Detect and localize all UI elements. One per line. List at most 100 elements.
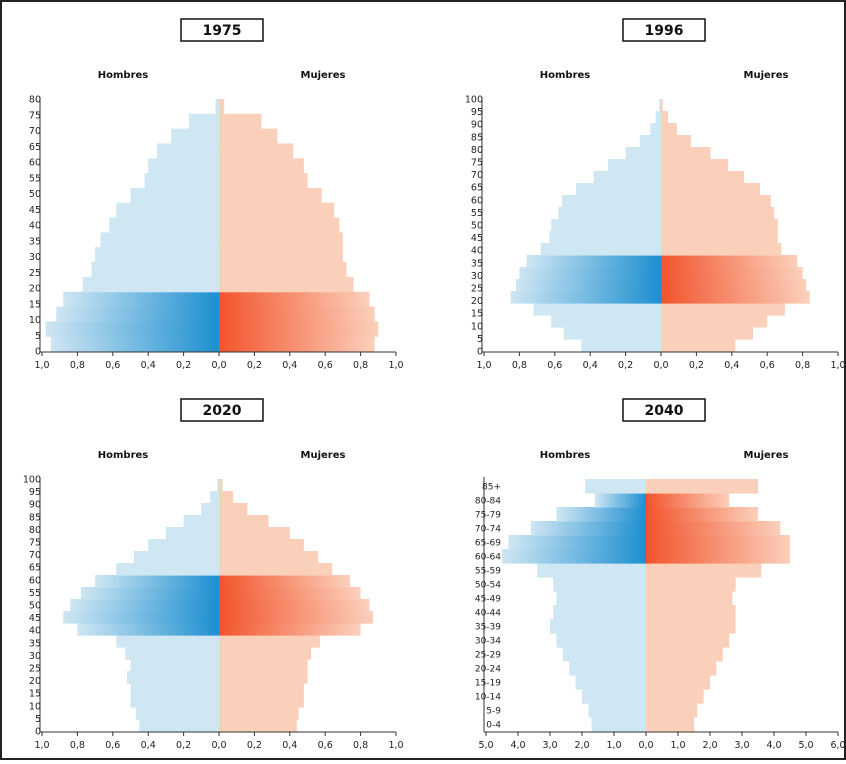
bar-mujeres bbox=[219, 336, 375, 352]
bar-mujeres bbox=[646, 675, 710, 690]
x-tick-label: 0,4 bbox=[724, 360, 739, 371]
bar-mujeres bbox=[219, 635, 320, 648]
x-tick-label: 2,0 bbox=[702, 740, 717, 751]
x-tick-label: 0,2 bbox=[176, 360, 191, 371]
x-tick-label: 4,0 bbox=[510, 740, 525, 751]
bar-mujeres bbox=[219, 503, 248, 516]
x-tick-label: 0,6 bbox=[760, 360, 775, 371]
bar-mujeres bbox=[646, 507, 758, 522]
bar-mujeres bbox=[661, 267, 803, 280]
y-tick-label: 15-19 bbox=[475, 679, 501, 689]
y-tick-label: 75 bbox=[471, 158, 483, 169]
x-tick-label: 0,0 bbox=[211, 740, 226, 751]
bar-hombres bbox=[100, 232, 219, 248]
bar-hombres bbox=[210, 491, 219, 504]
y-tick-label: 10-14 bbox=[475, 693, 501, 703]
bar-hombres bbox=[561, 195, 661, 208]
x-tick-label: 0,0 bbox=[211, 360, 226, 371]
bar-hombres bbox=[63, 611, 219, 624]
y-tick-label: 40-44 bbox=[475, 609, 501, 619]
bar-hombres bbox=[502, 549, 646, 564]
bar-hombres bbox=[56, 306, 219, 322]
bar-mujeres bbox=[646, 703, 698, 718]
bar-hombres bbox=[549, 231, 661, 244]
y-tick-label: 70-74 bbox=[475, 525, 501, 535]
bar-mujeres bbox=[646, 535, 790, 550]
panel-title-box bbox=[622, 18, 706, 42]
x-tick-label: 3,0 bbox=[734, 740, 749, 751]
bar-mujeres bbox=[646, 633, 730, 648]
y-tick-label: 60 bbox=[29, 158, 41, 169]
bar-hombres bbox=[63, 291, 219, 308]
bar-mujeres bbox=[661, 207, 775, 220]
bar-hombres bbox=[95, 247, 219, 263]
bar-mujeres bbox=[661, 279, 807, 292]
bar-mujeres bbox=[646, 689, 704, 704]
y-tick-label: 55-59 bbox=[475, 567, 501, 577]
x-tick-label: 0,8 bbox=[512, 360, 527, 371]
bar-mujeres bbox=[219, 587, 361, 600]
bar-hombres bbox=[82, 276, 220, 293]
bar-hombres bbox=[70, 599, 219, 612]
y-tick-label: 60 bbox=[471, 195, 483, 206]
mujeres-label: Mujeres bbox=[744, 450, 789, 461]
bar-mujeres bbox=[646, 647, 723, 662]
x-tick-label: 1,0 bbox=[476, 360, 491, 371]
bar-mujeres bbox=[661, 327, 754, 340]
bar-mujeres bbox=[219, 306, 375, 322]
bar-mujeres bbox=[661, 219, 778, 232]
x-tick-label: 0,6 bbox=[105, 740, 120, 751]
bar-mujeres bbox=[219, 563, 333, 576]
bar-mujeres bbox=[219, 232, 343, 248]
x-tick-label: 0,4 bbox=[141, 360, 156, 371]
bar-hombres bbox=[217, 479, 219, 492]
bar-mujeres bbox=[661, 339, 736, 352]
x-tick-label: 0,6 bbox=[318, 360, 333, 371]
bar-mujeres bbox=[646, 717, 694, 732]
y-tick-label: 25 bbox=[471, 284, 483, 295]
bar-mujeres bbox=[646, 563, 762, 578]
x-tick-label: 0,8 bbox=[353, 360, 368, 371]
bar-mujeres bbox=[219, 247, 343, 263]
bar-mujeres bbox=[661, 255, 798, 268]
y-tick-label: 60-64 bbox=[475, 553, 501, 563]
bar-mujeres bbox=[219, 515, 269, 528]
bar-hombres bbox=[585, 479, 646, 494]
y-tick-label: 45-49 bbox=[475, 595, 501, 605]
bar-hombres bbox=[183, 515, 219, 528]
y-tick-label: 70 bbox=[29, 550, 41, 561]
bar-hombres bbox=[510, 291, 661, 304]
mujeres-label: Mujeres bbox=[301, 70, 346, 81]
bar-hombres bbox=[655, 111, 661, 124]
bar-mujeres bbox=[661, 303, 785, 316]
bar-hombres bbox=[130, 695, 219, 708]
x-tick-label: 1,0 bbox=[34, 740, 49, 751]
bar-mujeres bbox=[219, 683, 304, 696]
x-tick-label: 0,0 bbox=[638, 740, 653, 751]
bar-mujeres bbox=[661, 99, 663, 112]
bar-mujeres bbox=[646, 549, 790, 564]
y-tick-label: 75 bbox=[29, 110, 41, 121]
x-tick-label: 0,2 bbox=[618, 360, 633, 371]
bar-hombres bbox=[659, 99, 661, 112]
bar-hombres bbox=[171, 128, 219, 145]
bar-hombres bbox=[563, 327, 661, 340]
x-tick-label: 1,0 bbox=[670, 740, 685, 751]
y-tick-label: 0-4 bbox=[486, 721, 501, 731]
y-tick-label: 25 bbox=[29, 664, 41, 675]
bar-hombres bbox=[581, 339, 661, 352]
bar-mujeres bbox=[219, 173, 308, 189]
x-tick-label: 0,6 bbox=[318, 740, 333, 751]
bar-mujeres bbox=[219, 695, 304, 708]
bar-mujeres bbox=[219, 479, 223, 492]
panel-title: 2020 bbox=[203, 403, 242, 419]
x-tick-label: 5,0 bbox=[478, 740, 493, 751]
bar-mujeres bbox=[219, 262, 347, 278]
y-tick-label: 80 bbox=[471, 145, 483, 156]
bar-hombres bbox=[126, 671, 219, 684]
x-tick-label: 0,8 bbox=[795, 360, 810, 371]
y-tick-label: 75 bbox=[29, 538, 41, 549]
y-tick-label: 50 bbox=[29, 601, 41, 612]
bar-mujeres bbox=[661, 159, 729, 172]
bar-mujeres bbox=[646, 521, 781, 536]
